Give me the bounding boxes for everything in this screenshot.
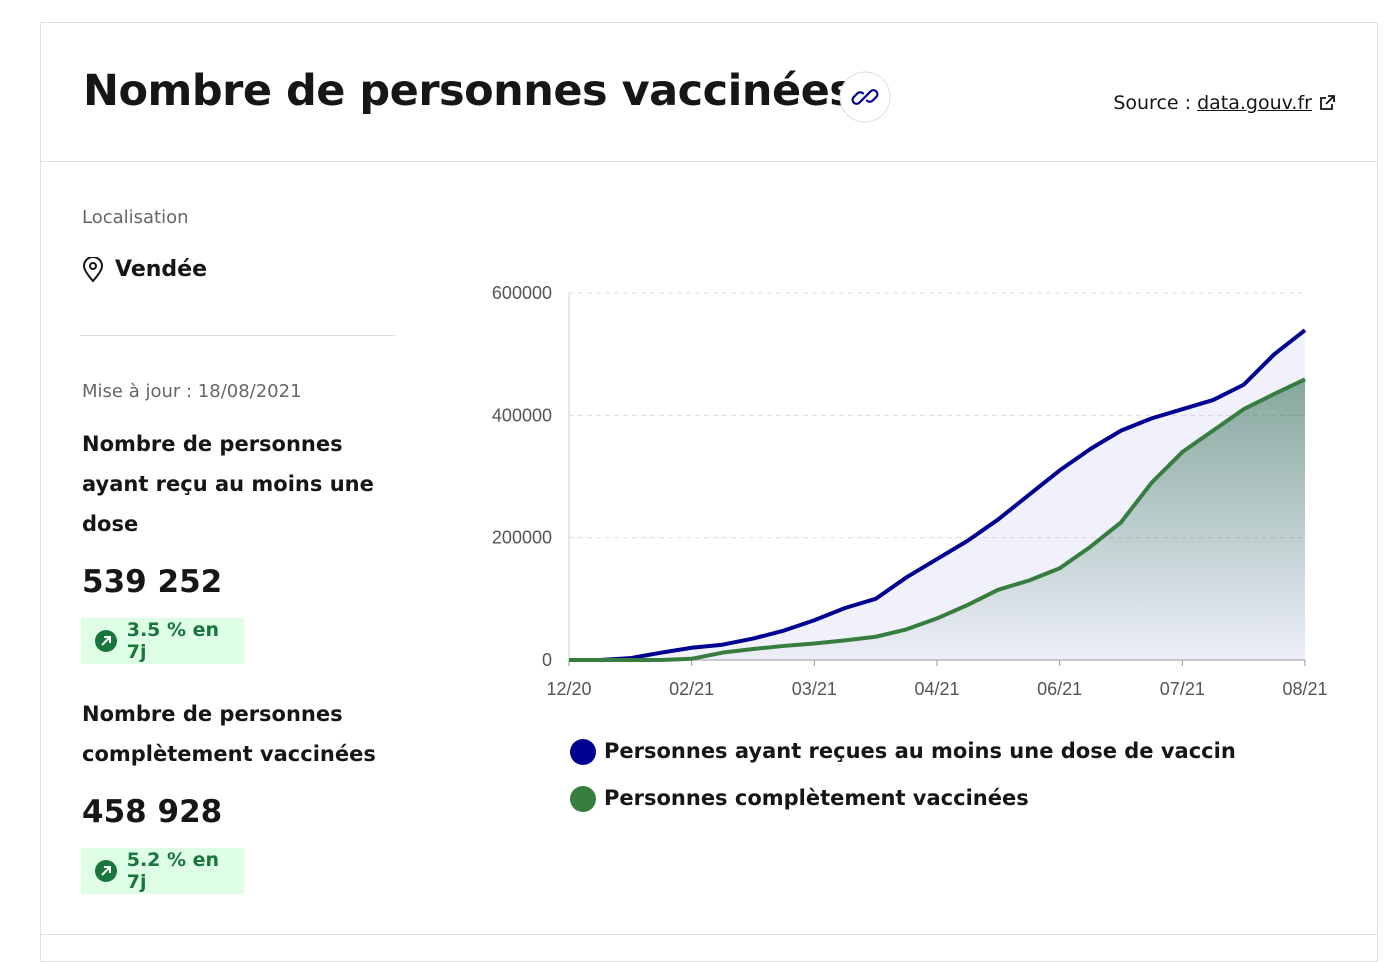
legend-label: Personnes ayant reçues au moins une dose… (604, 739, 1236, 763)
trend-text: 3.5 % en 7j (126, 619, 220, 663)
updated: Mise à jour : 18/08/2021 (82, 381, 302, 402)
source: Source : data.gouv.fr (1113, 92, 1336, 114)
series-line (569, 377, 1306, 662)
area-fill (569, 379, 1305, 660)
divider (40, 161, 1378, 162)
title: Nombre de personnes vaccinées (83, 66, 855, 116)
trend-badge: 3.5 % en 7j (81, 618, 244, 664)
x-tick-label: 12/20 (546, 679, 591, 699)
location: Vendée (115, 257, 207, 282)
x-tick-label: 08/21 (1282, 679, 1327, 699)
y-tick-label: 200000 (492, 528, 552, 548)
divider (40, 934, 1378, 935)
series-line (569, 328, 1307, 662)
external-icon (1320, 95, 1335, 110)
x-tick-label: 06/21 (1037, 679, 1082, 699)
y-tick-label: 600000 (492, 283, 552, 303)
divider (80, 335, 395, 336)
x-tick-label: 07/21 (1160, 679, 1205, 699)
y-tick-label: 400000 (492, 405, 552, 425)
trend-icon (95, 860, 117, 882)
location-label: Localisation (82, 207, 189, 228)
legend-label: Personnes complètement vaccinées (604, 786, 1029, 810)
x-tick-label: 02/21 (669, 679, 714, 699)
legend-swatch (570, 739, 596, 765)
pin-icon (82, 257, 104, 283)
stat-label: Nombre de personnes complètement vacciné… (82, 702, 376, 766)
x-tick-label: 04/21 (914, 679, 959, 699)
trend-text: 5.2 % en 7j (126, 849, 220, 893)
stat-value: 539 252 (82, 564, 223, 600)
stat-value: 458 928 (82, 794, 223, 830)
source-label: Source : (1113, 92, 1192, 114)
stat-label: Nombre de personnes ayant reçu au moins … (82, 432, 374, 536)
source-link[interactable]: data.gouv.fr (1197, 92, 1312, 114)
x-tick-label: 03/21 (792, 679, 837, 699)
legend-swatch (570, 786, 596, 812)
trend-badge: 5.2 % en 7j (81, 848, 244, 894)
trend-icon (95, 630, 117, 652)
y-tick-label: 0 (542, 650, 552, 670)
link-button[interactable] (838, 70, 894, 126)
